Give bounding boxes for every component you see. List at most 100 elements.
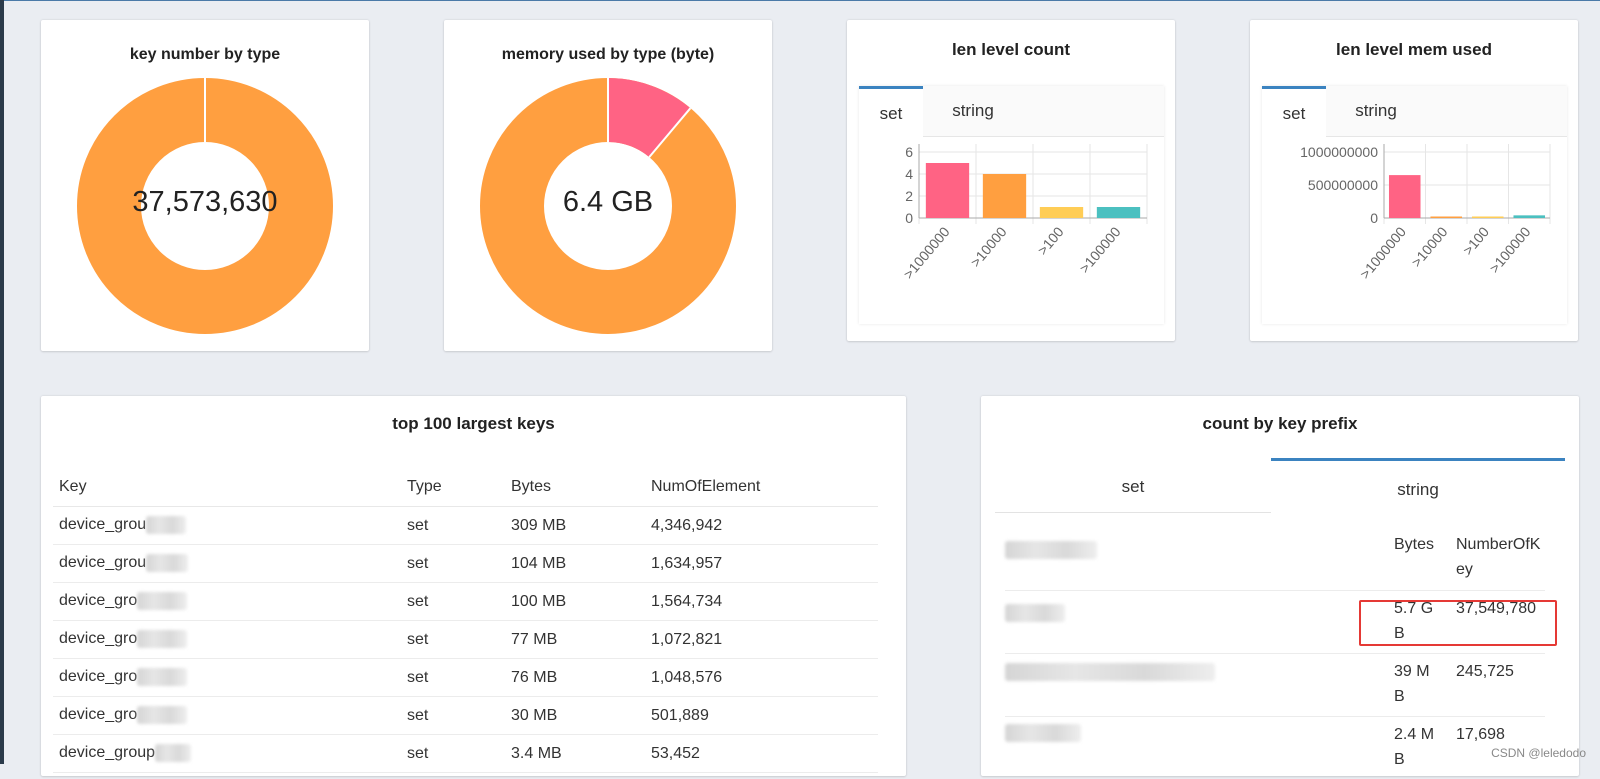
x-tick-label: >10000 <box>967 223 1010 270</box>
table-row[interactable]: device_grou set 309 MB 4,346,942 <box>53 506 878 545</box>
cell-bytes-2: B <box>1394 688 1405 705</box>
x-tick-label: >1000000 <box>1357 223 1410 281</box>
card-key-number-by-type: key number by type 37,573,630 <box>41 20 369 351</box>
prefix-row[interactable]: 5.7 G B 37,549,780 <box>1005 590 1545 654</box>
cell-bytes: 3.4 MB <box>505 734 645 773</box>
prefix-tabs: set string <box>995 458 1565 515</box>
cell-num: 4,346,942 <box>645 506 878 545</box>
len-count-bar-chart: 6 4 2 0>1000000 >10000 >100 >100000 <box>900 144 1148 282</box>
cell-bytes-1: 2.4 M <box>1394 726 1435 743</box>
bar-gt100[interactable] <box>1039 207 1084 218</box>
table-header-row: Key Type Bytes NumOfElement <box>53 468 878 507</box>
cell-bytes: 309 MB <box>505 506 645 545</box>
bar-gt1000000[interactable] <box>1388 175 1421 218</box>
top-border <box>0 0 1600 1</box>
header-number-of-key-2: ey <box>1456 561 1473 578</box>
cell-type: set <box>401 582 505 621</box>
cell-type: set <box>401 506 505 545</box>
table-row[interactable]: device_grou set 104 MB 1,634,957 <box>53 544 878 583</box>
cell-key: device_grou <box>53 544 401 583</box>
cell-bytes-2: B <box>1394 625 1405 642</box>
cell-bytes: 104 MB <box>505 544 645 583</box>
bar-gt10000[interactable] <box>982 174 1027 218</box>
card-title: key number by type <box>129 46 281 63</box>
highlight-annotation-box <box>1359 600 1557 646</box>
cell-bytes: 30 MB <box>505 696 645 735</box>
header-number-of-key-1[interactable]: NumberOfK <box>1456 536 1541 553</box>
cell-num: 1,072,821 <box>645 620 878 659</box>
cell-type: set <box>401 696 505 735</box>
cell-type: set <box>401 734 505 773</box>
x-tick-label: >100 <box>1034 223 1067 258</box>
tab-string[interactable]: string <box>923 86 1023 137</box>
donut-mem-chart <box>480 78 736 334</box>
prefix-redacted <box>1005 724 1081 742</box>
card-title: memory used by type (byte) <box>501 46 715 63</box>
card-title: top 100 largest keys <box>392 414 555 433</box>
y-tick-label: 2 <box>905 188 913 204</box>
cell-bytes-1: 39 M <box>1394 663 1430 680</box>
x-tick-label: >100 <box>1460 223 1493 258</box>
header-bytes[interactable]: Bytes <box>1394 536 1435 553</box>
prefix-redacted <box>1005 541 1097 559</box>
prefix-redacted <box>1005 604 1065 622</box>
header-num-of-element[interactable]: NumOfElement <box>645 468 878 507</box>
y-tick-label: 4 <box>905 166 913 182</box>
header-type[interactable]: Type <box>401 468 505 507</box>
y-tick-label: 6 <box>905 144 913 160</box>
table-row[interactable]: device_group set 3.4 MB 53,452 <box>53 734 878 773</box>
bar-gt1000000[interactable] <box>925 163 970 218</box>
cell-num: 1,048,576 <box>645 658 878 697</box>
cell-key: device_group <box>53 734 401 773</box>
watermark: CSDN @leledodo <box>1491 746 1586 760</box>
y-tick-label: 0 <box>1370 210 1378 226</box>
donut-slice-string[interactable] <box>608 78 691 158</box>
bar-gt100000[interactable] <box>1513 215 1546 218</box>
cell-key: device_gro <box>53 620 401 659</box>
donut-slice-separator <box>648 107 692 158</box>
prefix-row[interactable]: 2.4 M B 17,698 <box>1005 716 1545 779</box>
donut-center-value: 37,573,630 <box>132 186 278 218</box>
cell-bytes: 100 MB <box>505 582 645 621</box>
cell-key: device_grou <box>53 506 401 545</box>
cell-num: 37,549,780 <box>1456 600 1537 617</box>
table-row[interactable]: device_gro set 100 MB 1,564,734 <box>53 582 878 621</box>
prefix-row[interactable]: 39 M B 245,725 <box>1005 653 1545 717</box>
cell-type: set <box>401 658 505 697</box>
x-tick-label: >100000 <box>1486 223 1534 275</box>
card-title: len level count <box>951 40 1071 59</box>
card-len-level-mem-used: len level mem used set string 1000000000… <box>1250 20 1578 341</box>
bar-gt100000[interactable] <box>1096 207 1141 218</box>
tab-set[interactable]: set <box>995 458 1271 513</box>
table-row[interactable]: device_gro set 30 MB 501,889 <box>53 696 878 735</box>
cell-bytes: 76 MB <box>505 658 645 697</box>
tab-set[interactable]: set <box>859 86 923 139</box>
table-row[interactable]: device_gro set 77 MB 1,072,821 <box>53 620 878 659</box>
header-key[interactable]: Key <box>53 468 401 507</box>
cell-bytes-2: B <box>1394 751 1405 768</box>
table-row[interactable]: device_gro set 76 MB 1,048,576 <box>53 658 878 697</box>
x-tick-label: >10000 <box>1408 223 1451 270</box>
cell-key: device_gro <box>53 696 401 735</box>
y-tick-label: 0 <box>905 210 913 226</box>
cell-num: 501,889 <box>645 696 878 735</box>
tab-string[interactable]: string <box>1326 86 1426 137</box>
cell-num: 53,452 <box>645 734 878 773</box>
tab-string[interactable]: string <box>1271 458 1565 515</box>
y-tick-label: 500000000 <box>1308 177 1378 193</box>
cell-bytes: 77 MB <box>505 620 645 659</box>
tab-set[interactable]: set <box>1262 86 1326 139</box>
x-tick-label: >100000 <box>1076 223 1124 275</box>
cell-num: 1,564,734 <box>645 582 878 621</box>
donut-key-chart <box>77 78 333 334</box>
prefix-redacted <box>1005 663 1215 681</box>
card-title: len level mem used <box>1336 40 1492 59</box>
cell-type: set <box>401 544 505 583</box>
header-bytes[interactable]: Bytes <box>505 468 645 507</box>
cell-num: 1,634,957 <box>645 544 878 583</box>
left-sidebar-edge <box>0 0 4 764</box>
bar-gt100[interactable] <box>1471 216 1504 219</box>
donut-center-value: 6.4 GB <box>562 186 654 218</box>
bar-gt10000[interactable] <box>1430 216 1463 219</box>
len-mem-bar-chart: 1000000000 500000000 0>1000000>10000 >100>1… <box>1300 144 1551 282</box>
